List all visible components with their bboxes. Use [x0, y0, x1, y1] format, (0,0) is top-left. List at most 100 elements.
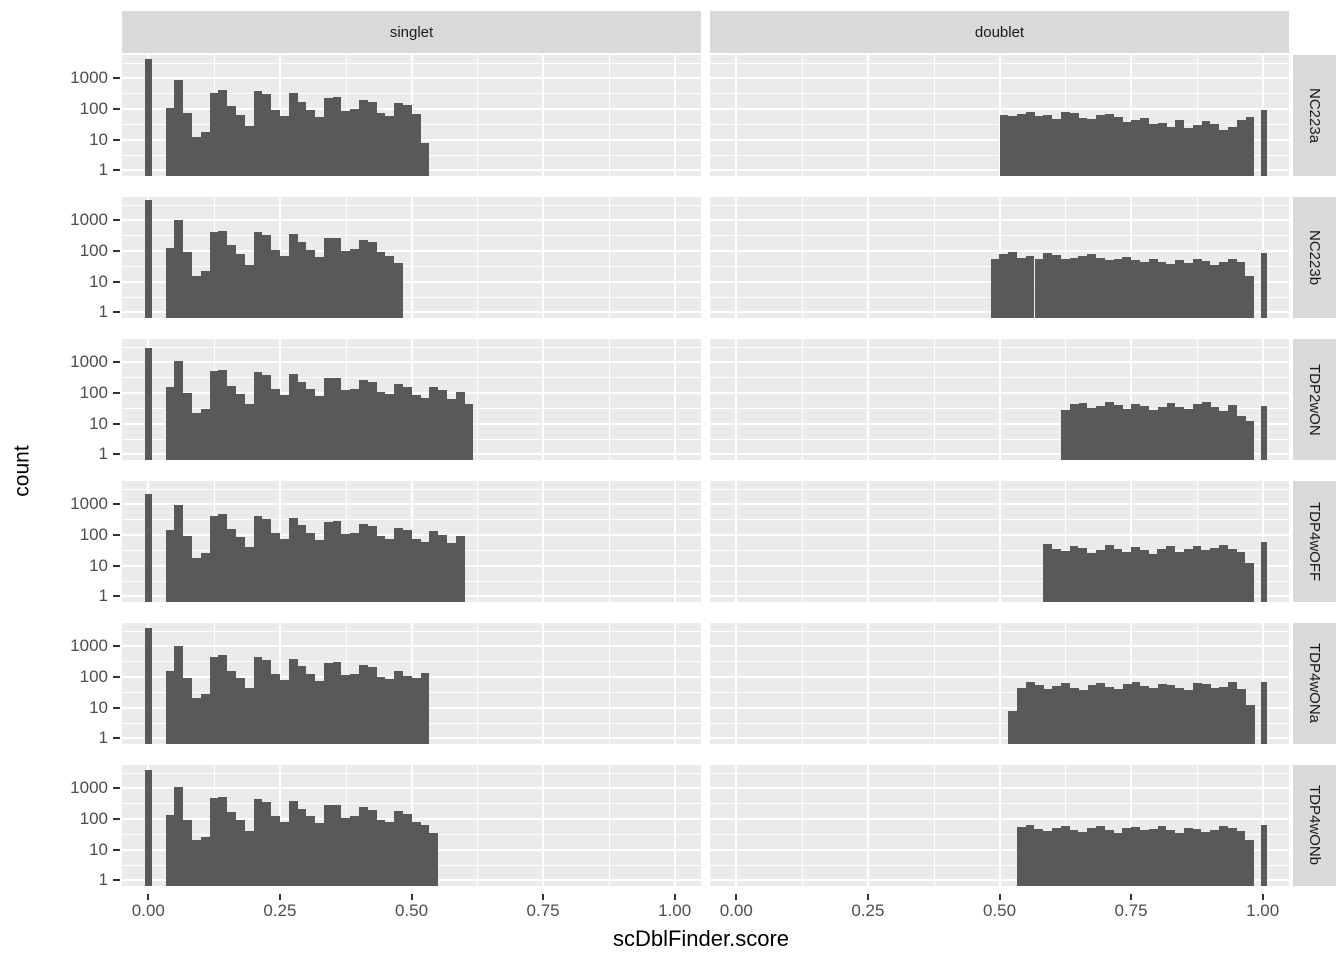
histogram-bar: [1069, 545, 1079, 602]
y-tick-label: 10: [89, 271, 108, 291]
histogram-bar: [218, 370, 228, 460]
histogram-bar: [1175, 120, 1185, 176]
y-tick-mark: [113, 138, 120, 141]
histogram-bar: [1016, 826, 1026, 886]
gridline-major: [1261, 339, 1264, 460]
histogram-bar: [376, 392, 386, 460]
y-tick-labels: 1000 100 10 1: [38, 623, 122, 747]
y-tick-labels: 1000 100 10 1: [38, 481, 122, 605]
x-tick-label: 1.00: [658, 901, 692, 920]
y-tick-label: 1: [98, 302, 108, 322]
histogram-bar: [1122, 828, 1132, 886]
y-tick-label: 100: [79, 98, 108, 118]
histogram-bar: [429, 387, 439, 460]
histogram-bar: [306, 673, 316, 744]
gridline-minor: [608, 55, 610, 176]
histogram-bar: [1043, 831, 1053, 886]
gridline-minor: [477, 623, 479, 744]
facet-panel-TDP2wON-singlet: [122, 339, 701, 460]
histogram-bar: [367, 382, 377, 460]
histogram-bar: [218, 230, 228, 318]
histogram-bar: [218, 514, 228, 602]
y-tick-mark: [113, 564, 120, 567]
histogram-bar: [1166, 684, 1176, 744]
histogram-bar: [1210, 407, 1220, 460]
y-tick-mark: [113, 645, 120, 648]
histogram-bar: [306, 389, 316, 460]
histogram-bar: [271, 673, 280, 744]
gridline-minor: [608, 481, 610, 602]
histogram-bar: [209, 656, 219, 744]
histogram-bar: [209, 232, 219, 318]
facet-strip-row-label: TDP2wON: [1306, 363, 1323, 436]
y-tick-labels: 1000 100 10 1: [38, 55, 122, 179]
histogram-bar: [271, 389, 280, 460]
histogram-bar: [403, 105, 412, 176]
gridline-minor: [477, 481, 479, 602]
y-tick-mark: [113, 817, 120, 820]
histogram-bar: [1052, 118, 1062, 176]
facet-strip-TDP4wOFF: TDP4wOFF: [1293, 481, 1336, 602]
histogram-bar: [1131, 260, 1140, 318]
histogram-bar: [1095, 826, 1105, 886]
y-tick-label: 1000: [70, 68, 108, 88]
histogram-bar: [262, 94, 272, 176]
gridline-minor: [477, 765, 479, 886]
histogram-bar: [1078, 831, 1088, 886]
facet-strip-singlet: singlet: [122, 11, 701, 53]
histogram-bar: [192, 557, 201, 602]
histogram-bar: [1140, 405, 1149, 460]
histogram-bar: [1183, 263, 1193, 318]
histogram-bar: [420, 824, 430, 886]
histogram-bar: [297, 101, 307, 176]
histogram-bar: [144, 770, 152, 886]
histogram-bar: [1183, 548, 1193, 602]
x-tick-mark: [1130, 894, 1133, 900]
histogram-bar: [1131, 403, 1141, 460]
histogram-bar: [403, 530, 412, 602]
gridline-major: [735, 55, 738, 176]
histogram-bar: [1260, 824, 1267, 886]
histogram-bar: [1104, 260, 1114, 318]
y-tick-label: 1000: [70, 494, 108, 514]
gridline-major: [866, 197, 869, 318]
histogram-bar: [341, 534, 351, 602]
histogram-bar: [315, 256, 324, 318]
facet-panel-NC223b-singlet: [122, 197, 701, 318]
histogram-bar: [332, 804, 342, 886]
histogram-bar: [218, 796, 228, 886]
y-tick-mark: [113, 422, 120, 425]
histogram-bar: [1245, 705, 1255, 744]
histogram-bar: [288, 374, 298, 460]
histogram-bar: [1069, 257, 1079, 318]
histogram-bar: [1157, 825, 1167, 886]
histogram-bar: [262, 375, 272, 460]
histogram-bar: [1008, 710, 1018, 744]
histogram-bar: [1184, 408, 1193, 460]
histogram-bar: [1227, 828, 1237, 886]
histogram-bar: [1131, 547, 1140, 602]
histogram-bar: [350, 816, 360, 886]
histogram-bar: [376, 676, 386, 744]
histogram-bar: [359, 664, 368, 744]
gridline-minor: [802, 339, 804, 460]
histogram-bar: [1210, 829, 1220, 886]
histogram-bar: [1210, 688, 1220, 744]
histogram-bar: [192, 840, 201, 886]
histogram-bar: [1113, 832, 1123, 886]
histogram-bar: [1201, 402, 1211, 460]
histogram-bar: [1260, 109, 1267, 176]
histogram-bar: [236, 114, 245, 176]
histogram-bar: [165, 815, 175, 886]
histogram-bar: [323, 662, 333, 744]
histogram-bar: [1105, 686, 1114, 744]
histogram-bar: [1245, 276, 1255, 318]
histogram-bar: [1087, 553, 1096, 602]
histogram-bar: [446, 542, 456, 602]
histogram-bar: [253, 515, 263, 602]
histogram-bar: [183, 392, 193, 460]
histogram-bar: [1166, 829, 1176, 886]
facet-panel-TDP4wOFF-doublet: [710, 481, 1289, 602]
histogram-bar: [1236, 831, 1246, 886]
histogram-bar: [262, 659, 272, 744]
